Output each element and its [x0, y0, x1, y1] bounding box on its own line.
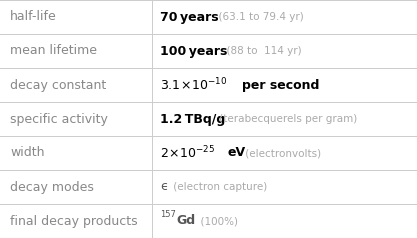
Text: (63.1 to 79.4 yr): (63.1 to 79.4 yr): [212, 12, 304, 22]
Text: per second: per second: [242, 79, 319, 91]
Text: 1.2 TBq/g: 1.2 TBq/g: [160, 113, 225, 125]
Text: width: width: [10, 147, 45, 159]
Text: (100%): (100%): [194, 216, 238, 226]
Text: (terabecquerels per gram): (terabecquerels per gram): [216, 114, 357, 124]
Text: 70 years: 70 years: [160, 10, 219, 24]
Text: $2\!\times\!10^{-25}$: $2\!\times\!10^{-25}$: [160, 145, 215, 161]
Text: Gd: Gd: [176, 214, 195, 228]
Text: eV: eV: [228, 147, 246, 159]
Text: half-life: half-life: [10, 10, 57, 24]
Text: (88 to  114 yr): (88 to 114 yr): [220, 46, 301, 56]
Text: decay modes: decay modes: [10, 180, 94, 193]
Text: final decay products: final decay products: [10, 214, 138, 228]
Text: specific activity: specific activity: [10, 113, 108, 125]
Text: 100 years: 100 years: [160, 45, 227, 58]
Text: (electronvolts): (electronvolts): [242, 148, 321, 158]
Text: decay constant: decay constant: [10, 79, 106, 91]
Text: mean lifetime: mean lifetime: [10, 45, 97, 58]
Text: 157: 157: [160, 210, 176, 219]
Text: (electron capture): (electron capture): [170, 182, 267, 192]
Text: ϵ: ϵ: [160, 180, 168, 193]
Text: $3.1\!\times\!10^{-10}$: $3.1\!\times\!10^{-10}$: [160, 77, 227, 93]
